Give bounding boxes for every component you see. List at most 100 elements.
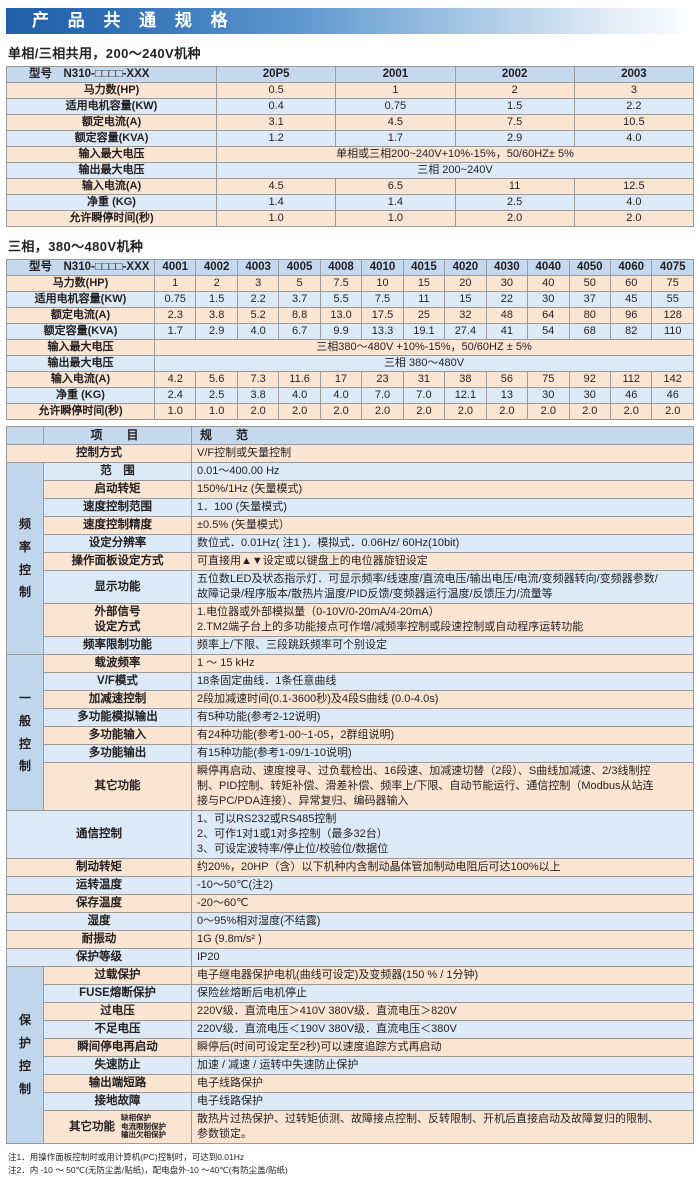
table-row: 额定容量(KVA) 1.2 1.7 2.9 4.0 [6,130,695,147]
table-row: 其它功能 缺相保护 电流限制保护 输出欠相保护 散热片过热保护、过转矩侦测、故障接点控制… [7,1110,694,1144]
table-row: 型号 N310-□□□□-XXX 4001 4002 4003 4005 4008 4010… [6,259,694,276]
row-value: 7.3 [236,371,280,388]
row-label: 适用电机容量(KW) [6,98,217,115]
row-value: 4.0 [236,323,280,340]
spec-item: 运转温度 [6,876,192,895]
spec-value: 保险丝熔断后电机停止 [191,984,694,1003]
row-value: 7.5 [319,275,363,292]
table-row: 马力数(HP) 1 2 3 5 7.5 10 15 20 30 40 50 60 75 [6,275,694,292]
spec-value: 电子线路保护 [191,1092,694,1111]
spec-item: 湿度 [6,912,192,931]
row-label: 输出最大电压 [6,355,155,372]
row-value: 30 [527,291,570,308]
spec-item: 通信控制 [6,810,192,859]
row-value: 8.8 [278,307,321,324]
row-value: 2.9 [195,323,238,340]
row-value: 13.0 [319,307,363,324]
row-value: 45 [609,291,653,308]
row-value: 56 [485,371,529,388]
spec-item: 范 围 [43,462,192,481]
table-row: 净重 (KG) 2.4 2.5 3.8 4.0 4.0 7.0 7.0 12.1 13 30 30 46… [6,387,694,404]
row-value: 2.0 [568,403,611,420]
table-row: 加减速控制 2段加减速时间(0.1-3600秒)及4段S曲线 (0.0-4.0s) [7,690,694,709]
row-value: 3 [236,275,280,292]
model-code: 4008 [319,259,363,276]
row-value: 5 [278,275,321,292]
table-row: 显示功能 五位数LED及状态指示灯．可显示频率/线速度/直流电压/输出电压/电流/… [7,570,694,604]
row-value: 10 [361,275,404,292]
row-value: 30 [485,275,529,292]
table-row: 额定电流(A) 3.1 4.5 7.5 10.5 [6,114,695,131]
spec-value: -10～50℃(注2) [191,876,694,895]
spec-item: 失速防止 [43,1056,192,1075]
row-value: 1.0 [195,403,238,420]
table-row: V/F模式 18条固定曲线．1条任意曲线 [7,672,694,691]
row-value: 4.2 [153,371,197,388]
spec-line: 参数锁定。 [197,1128,252,1140]
specification-page: 产 品 共 通 规 格 单相/三相共用，200～240V机种 型号 N310-□… [0,8,700,1175]
row-value: 2.0 [361,403,404,420]
row-value: 1.2 [215,130,337,147]
table-row: 制动转矩 约20%，20HP（含）以下机种内含制动晶体管加制动电阻后可达100%以… [6,858,694,877]
row-value: 2.2 [573,98,695,115]
spec-value: 频率上/下限、三段跳跃频率可个别设定 [191,636,694,655]
column-header-item: 项 目 [43,426,192,445]
model-code: 2001 [335,66,456,83]
spec-item: 接地故障 [43,1092,192,1111]
table-row: 一般控制载波频率 1 ～ 15 kHz [6,654,694,811]
row-value: 12.5 [573,178,695,195]
row-value: 2.5 [195,387,238,404]
group-label-一般控制: 一般控制 [6,654,44,811]
table-row: 设定分辨率 数位式．0.01Hz( 注1 )．模拟式．0.06Hz/ 60Hz(1… [7,534,694,553]
spec-item-annotation: 缺相保护 电流限制保护 输出欠相保护 [121,1113,166,1140]
row-value: 1.4 [335,194,456,211]
table-row: 保护等级 IP20 [6,948,694,967]
row-value: 0.4 [215,98,337,115]
row-label: 输入最大电压 [6,339,155,356]
footnote-1: 注1．用操作面板控制时或用计算机(PC)控制时，可达到0.01Hz [8,1152,245,1162]
model-code: 4075 [651,259,694,276]
table-row: 保护控制过载保护 电子继电器保护电机(曲线可设定)及变频器(150 % / 1分钟… [6,966,694,1144]
model-code: 4020 [444,259,487,276]
spec-item: 不足电压 [43,1020,192,1039]
table-row: 运转温度 -10～50℃(注2) [6,876,694,895]
row-value: 2.0 [485,403,529,420]
spec-item: 多功能模拟输出 [43,708,192,727]
spec-line: 接与PC/PDA连接）、异常复归、编码器输入 [197,795,409,807]
row-value: 41 [485,323,529,340]
spec-line: 瞬停再启动、速度搜寻、过负载检出、16段速、加减速切替（2段）、S曲线加减速、2… [197,765,651,777]
table-row: 多功能输出 有15种功能(参考1-09/1-10说明) [7,744,694,763]
column-header-spec: 规 范 [191,426,694,445]
row-value: 15 [444,291,487,308]
table-row: 输出端短路 电子线路保护 [7,1074,694,1093]
row-value: 48 [485,307,529,324]
row-value: 4.0 [573,194,695,211]
row-value: 128 [651,307,694,324]
row-value: 96 [609,307,653,324]
model-code: 2003 [573,66,695,83]
row-value: 30 [527,387,570,404]
spec-item: 制动转矩 [6,858,192,877]
spec-item: 保存温度 [6,894,192,913]
row-value: 64 [527,307,570,324]
spec-item-line: 外部信号 [94,606,141,618]
spec-item: 其它功能 [43,762,192,811]
row-value: 0.75 [153,291,197,308]
spec-item: 其它功能 缺相保护 电流限制保护 输出欠相保护 [43,1110,192,1144]
model-code: 4015 [402,259,446,276]
spec-item: 加减速控制 [43,690,192,709]
row-value: 2.0 [319,403,363,420]
spec-value: 1、可以RS232或RS485控制 2、可作1对1或1对多控制（最多32台） 3、可… [191,810,694,859]
model-code: 4001 [153,259,197,276]
row-value: 2.5 [454,194,575,211]
model-header: 型号 N310-□□□□-XXX [6,66,217,83]
model-code: 4060 [609,259,653,276]
spec-value: -20～60℃ [191,894,694,913]
spec-value: 约20%，20HP（含）以下机种内含制动晶体管加制动电阻后可达100%以上 [191,858,694,877]
row-label: 净重 (KG) [6,387,155,404]
row-value: 0.5 [215,82,337,99]
row-value: 15 [402,275,446,292]
spec-item: 过电压 [43,1002,192,1021]
row-label: 允许瞬停时间(秒) [6,210,217,227]
row-value: 2.2 [236,291,280,308]
